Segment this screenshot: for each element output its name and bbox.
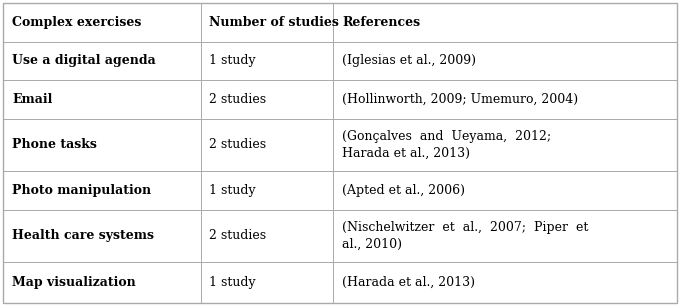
Text: References: References [342, 16, 420, 29]
Text: Phone tasks: Phone tasks [12, 138, 97, 151]
Text: Number of studies: Number of studies [209, 16, 339, 29]
Bar [333, 262, 677, 303]
Bar [3, 262, 201, 303]
Text: 2 studies: 2 studies [209, 93, 267, 106]
Bar [3, 119, 201, 171]
Bar [333, 171, 677, 210]
Bar [201, 119, 333, 171]
Text: 2 studies: 2 studies [209, 138, 267, 151]
Text: Health care systems: Health care systems [12, 229, 154, 242]
Bar [201, 262, 333, 303]
Text: (Apted et al., 2006): (Apted et al., 2006) [342, 184, 465, 197]
Bar [201, 171, 333, 210]
Bar [201, 210, 333, 262]
Bar [333, 119, 677, 171]
Text: 2 studies: 2 studies [209, 229, 267, 242]
Bar [201, 3, 333, 42]
Text: 1 study: 1 study [209, 54, 256, 67]
Bar [3, 3, 201, 42]
Text: 1 study: 1 study [209, 276, 256, 289]
Bar [333, 3, 677, 42]
Bar [201, 80, 333, 119]
Text: 1 study: 1 study [209, 184, 256, 197]
Bar [3, 210, 201, 262]
Text: Use a digital agenda: Use a digital agenda [12, 54, 156, 67]
Text: Email: Email [12, 93, 52, 106]
Text: (Nischelwitzer  et  al.,  2007;  Piper  et
al., 2010): (Nischelwitzer et al., 2007; Piper et al… [342, 221, 588, 250]
Bar [3, 80, 201, 119]
Bar [333, 42, 677, 80]
Text: (Gonçalves  and  Ueyama,  2012;
Harada et al., 2013): (Gonçalves and Ueyama, 2012; Harada et a… [342, 130, 551, 160]
Bar [3, 42, 201, 80]
Bar [333, 80, 677, 119]
Bar [201, 42, 333, 80]
Text: Photo manipulation: Photo manipulation [12, 184, 152, 197]
Text: (Hollinworth, 2009; Umemuro, 2004): (Hollinworth, 2009; Umemuro, 2004) [342, 93, 578, 106]
Bar [3, 171, 201, 210]
Text: Complex exercises: Complex exercises [12, 16, 141, 29]
Text: (Iglesias et al., 2009): (Iglesias et al., 2009) [342, 54, 476, 67]
Text: (Harada et al., 2013): (Harada et al., 2013) [342, 276, 475, 289]
Bar [333, 210, 677, 262]
Text: Map visualization: Map visualization [12, 276, 136, 289]
